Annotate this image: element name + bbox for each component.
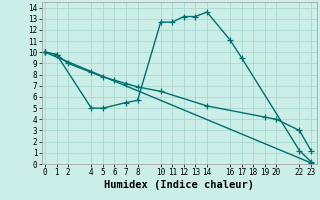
X-axis label: Humidex (Indice chaleur): Humidex (Indice chaleur) (104, 180, 254, 190)
